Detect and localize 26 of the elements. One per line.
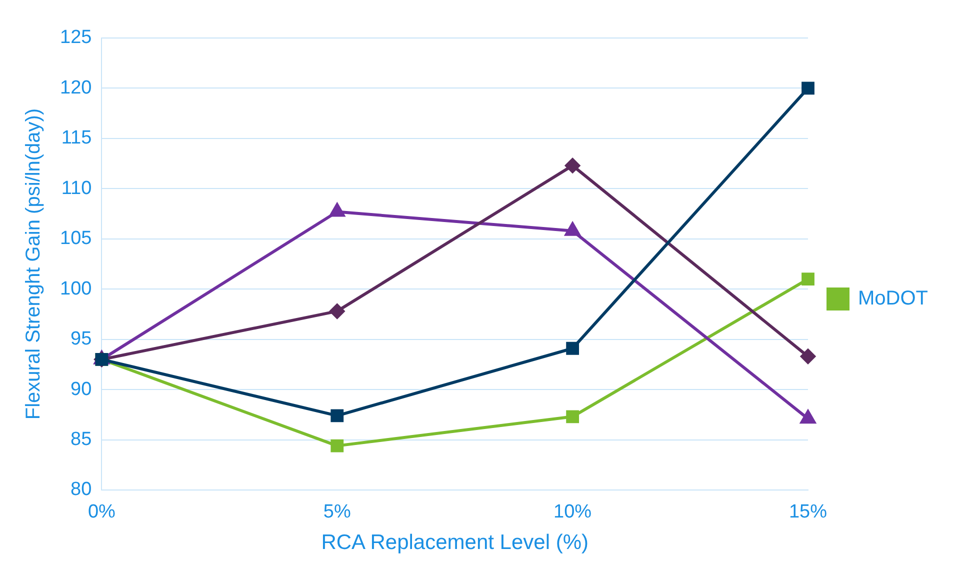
y-tick-label: 110 xyxy=(61,178,92,199)
x-axis-title: RCA Replacement Level (%) xyxy=(321,531,588,554)
legend-label: MoDOT xyxy=(858,288,928,310)
y-tick-label: 125 xyxy=(60,27,92,48)
point xyxy=(330,439,344,452)
x-tick-label: 0% xyxy=(88,502,116,523)
point xyxy=(565,158,580,174)
y-tick-label: 85 xyxy=(70,429,92,450)
point xyxy=(802,82,814,95)
y-axis-title: Flexural Strenght Gain (psi/ln(day)) xyxy=(22,108,45,420)
y-tick-label: 80 xyxy=(70,479,92,500)
point xyxy=(566,342,580,355)
point xyxy=(566,410,580,424)
y-tick-label: 120 xyxy=(60,77,92,98)
y-tick-label: 90 xyxy=(70,378,92,400)
point xyxy=(330,304,345,319)
point xyxy=(800,348,816,364)
x-tick-label: 15% xyxy=(788,502,828,523)
point xyxy=(802,272,814,286)
y-tick-label: 105 xyxy=(60,228,92,250)
y-tick-label: 95 xyxy=(70,328,92,350)
x-tick-label: 5% xyxy=(323,502,351,523)
y-tick-label: 100 xyxy=(60,278,92,300)
point xyxy=(330,409,344,422)
x-tick-label: 10% xyxy=(554,502,592,523)
y-tick-label: 115 xyxy=(61,128,92,149)
